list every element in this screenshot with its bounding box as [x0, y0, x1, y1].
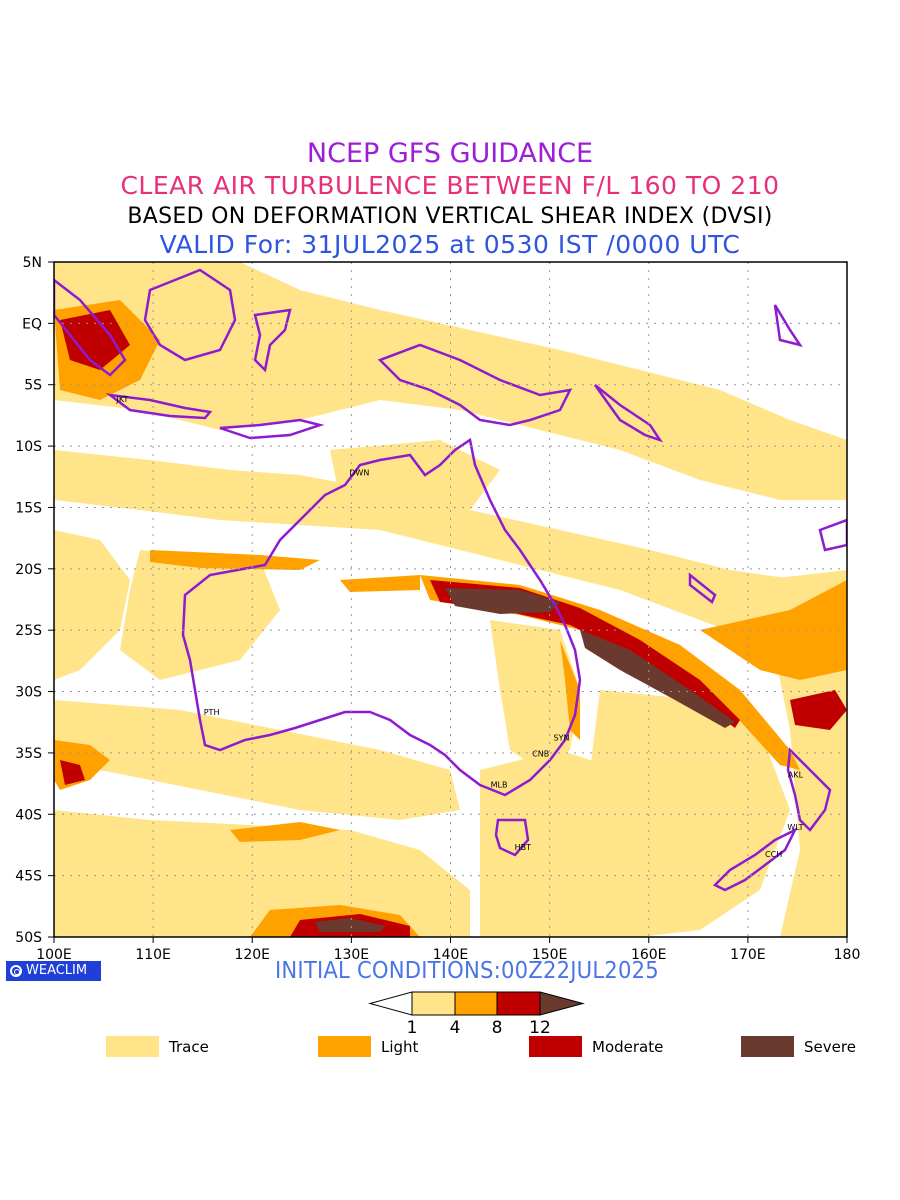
- colorbar: 1 4 8 12: [368, 991, 585, 1037]
- lat-label: 40S: [15, 807, 42, 823]
- lon-label: 130E: [334, 947, 370, 960]
- lat-label: 5S: [24, 378, 42, 394]
- turbulence-map: 5N EQ 5S 10S 15S 20S 25S 30S 35S 40S 45S 50S 100E 11…: [15, 255, 860, 960]
- severe-areas: [315, 588, 735, 932]
- lon-label: 180: [834, 947, 861, 960]
- station-markers: JKT DWN PTH SYN CNB MLB HBT AKL WLT CCH: [115, 395, 803, 859]
- station-cnb: CNB: [532, 750, 549, 759]
- lat-label: 10S: [15, 439, 42, 455]
- lon-label: 150E: [532, 947, 568, 960]
- station-cch: CCH: [765, 850, 782, 859]
- initial-conditions: INITIAL CONDITIONS:00Z22JUL2025: [275, 958, 659, 984]
- longitude-labels: 100E 110E 120E 130E 140E 150E 160E 170E 180: [36, 937, 860, 960]
- weaclim-badge: WEACLIM: [6, 961, 101, 981]
- turbulence-legend: Trace Light Moderate Severe: [0, 1036, 900, 1060]
- colorbar-label: 12: [529, 1018, 551, 1037]
- legend-item-severe: Severe: [741, 1036, 856, 1057]
- colorbar-segment-above-12: [539, 991, 585, 1016]
- lat-label: 20S: [15, 562, 42, 578]
- station-dwn: DWN: [349, 469, 369, 478]
- station-akl: AKL: [788, 770, 804, 779]
- graticule: [54, 262, 847, 937]
- coastlines: [54, 268, 847, 892]
- colorbar-label: 4: [450, 1018, 461, 1037]
- legend-swatch-trace: [106, 1036, 159, 1057]
- legend-label-moderate: Moderate: [592, 1037, 664, 1056]
- latitude-labels: 5N EQ 5S 10S 15S 20S 25S 30S 35S 40S 45S 50S: [15, 255, 54, 946]
- lon-label: 100E: [36, 947, 72, 960]
- lat-label: 30S: [15, 685, 42, 701]
- lon-label: 110E: [135, 947, 171, 960]
- lat-label: EQ: [22, 316, 42, 332]
- badge-label: WEACLIM: [26, 963, 88, 978]
- lon-label: 170E: [730, 947, 766, 960]
- legend-swatch-light: [318, 1036, 371, 1057]
- station-hbt: HBT: [515, 843, 532, 852]
- station-pth: PTH: [204, 708, 220, 717]
- station-wlt: WLT: [787, 823, 803, 832]
- legend-item-trace: Trace: [106, 1036, 209, 1057]
- station-mlb: MLB: [491, 780, 508, 789]
- colorbar-segment: [496, 991, 541, 1016]
- trace-areas: [54, 262, 847, 937]
- colorbar-label: 8: [492, 1018, 503, 1037]
- title-line-1: NCEP GFS GUIDANCE: [306, 138, 594, 169]
- logo-icon: [10, 965, 22, 977]
- legend-swatch-moderate: [529, 1036, 582, 1057]
- colorbar-segment-below-1: [368, 991, 413, 1016]
- lat-label: 35S: [15, 746, 42, 762]
- valid-time: VALID For: 31JUL2025 at 0530 IST /0000 U…: [159, 230, 741, 259]
- legend-swatch-severe: [741, 1036, 794, 1057]
- turbulence-field: [54, 262, 847, 937]
- station-jkt: JKT: [115, 395, 128, 404]
- lon-label: 120E: [234, 947, 270, 960]
- lon-label: 160E: [631, 947, 667, 960]
- lat-label: 25S: [15, 623, 42, 639]
- legend-item-light: Light: [318, 1036, 418, 1057]
- lat-label: 15S: [15, 500, 42, 516]
- title-line-3: BASED ON DEFORMATION VERTICAL SHEAR INDE…: [127, 204, 773, 229]
- colorbar-segment: [454, 991, 498, 1016]
- station-syn: SYN: [554, 734, 570, 743]
- colorbar-segment: [411, 991, 456, 1016]
- colorbar-label: 1: [407, 1018, 418, 1037]
- lat-label: 45S: [15, 869, 42, 885]
- legend-item-moderate: Moderate: [529, 1036, 663, 1057]
- legend-label-light: Light: [381, 1037, 419, 1056]
- lat-label: 50S: [15, 930, 42, 946]
- lon-label: 140E: [433, 947, 469, 960]
- title-line-2: CLEAR AIR TURBULENCE BETWEEN F/L 160 TO …: [120, 171, 780, 200]
- legend-label-severe: Severe: [804, 1037, 856, 1056]
- lat-label: 5N: [23, 255, 42, 271]
- legend-label-trace: Trace: [169, 1037, 209, 1056]
